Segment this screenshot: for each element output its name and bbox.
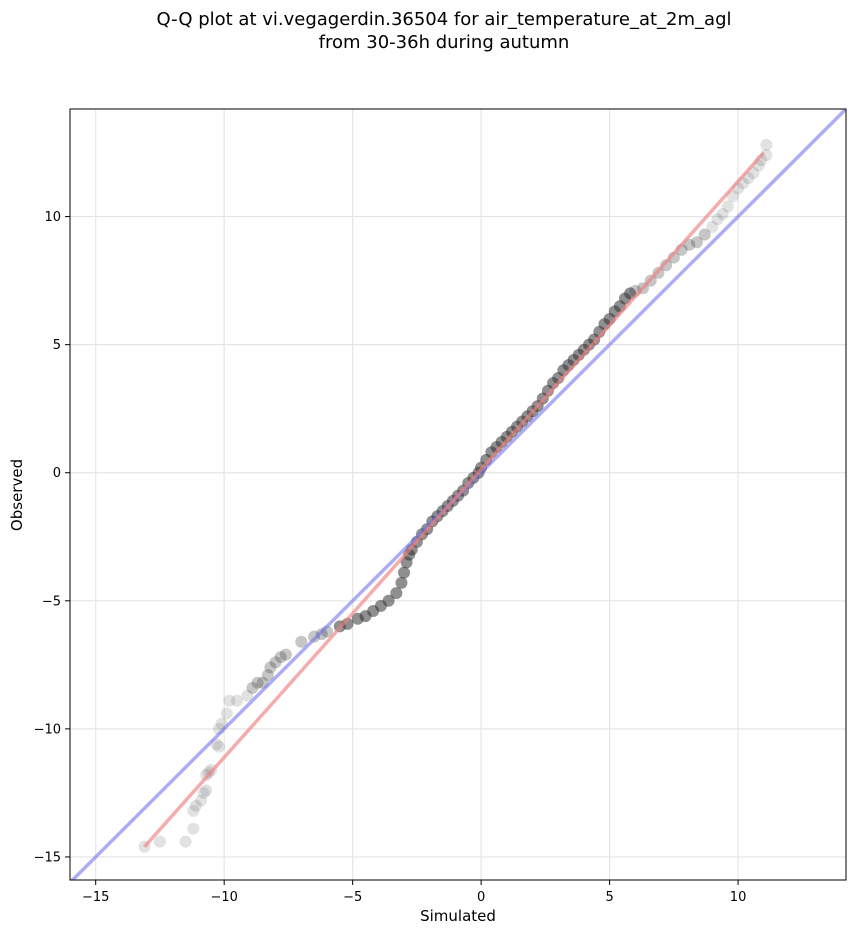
data-point bbox=[197, 786, 210, 799]
x-axis-label: Simulated bbox=[420, 907, 496, 925]
chart-title: Q-Q plot at vi.vegagerdin.36504 for air_… bbox=[157, 9, 732, 53]
data-point bbox=[660, 259, 673, 272]
chart-title-line-1: Q-Q plot at vi.vegagerdin.36504 for air_… bbox=[157, 9, 732, 30]
data-point bbox=[274, 651, 287, 664]
x-tick-label: −15 bbox=[82, 890, 109, 905]
x-tick-label: −5 bbox=[343, 890, 362, 905]
data-point bbox=[241, 689, 254, 702]
data-point bbox=[295, 635, 308, 648]
data-point bbox=[390, 587, 403, 600]
y-tick-label: 10 bbox=[44, 210, 61, 225]
data-point bbox=[398, 566, 411, 579]
y-tick-label: −5 bbox=[42, 594, 61, 609]
plot-frame bbox=[69, 108, 847, 881]
data-point bbox=[690, 236, 703, 249]
data-point bbox=[721, 200, 734, 213]
data-point bbox=[261, 669, 274, 682]
data-point bbox=[698, 228, 711, 241]
data-point bbox=[179, 835, 192, 848]
y-tick-label: −10 bbox=[34, 722, 61, 737]
data-point bbox=[246, 681, 259, 694]
data-point bbox=[189, 799, 202, 812]
y-axis-ticks: −15 −10 −5 0 5 10 bbox=[34, 210, 70, 865]
data-point bbox=[308, 630, 321, 643]
y-tick-label: 0 bbox=[53, 466, 61, 481]
data-point bbox=[187, 804, 200, 817]
data-point bbox=[315, 628, 328, 641]
y-axis-label: Observed bbox=[8, 459, 26, 531]
chart-title-line-2: from 30-36h during autumn bbox=[319, 32, 570, 53]
data-point bbox=[382, 594, 395, 607]
data-point bbox=[711, 213, 724, 226]
x-axis-ticks: −15 −10 −5 0 5 10 bbox=[82, 880, 746, 905]
y-tick-label: 5 bbox=[53, 338, 61, 353]
y-tick-label: −15 bbox=[34, 850, 61, 865]
grid-lines bbox=[70, 109, 846, 880]
data-point bbox=[760, 138, 773, 151]
fit-line bbox=[143, 151, 766, 848]
data-point bbox=[279, 648, 292, 661]
x-tick-label: −10 bbox=[210, 890, 237, 905]
data-point bbox=[231, 694, 244, 707]
data-point bbox=[269, 656, 282, 669]
data-point bbox=[223, 694, 236, 707]
data-point bbox=[187, 822, 200, 835]
data-point bbox=[760, 149, 773, 162]
data-point bbox=[706, 220, 719, 233]
data-point bbox=[251, 676, 264, 689]
data-point bbox=[395, 576, 408, 589]
x-tick-label: 5 bbox=[605, 890, 613, 905]
data-point bbox=[220, 707, 233, 720]
data-point bbox=[716, 208, 729, 221]
data-point bbox=[213, 740, 226, 753]
x-tick-label: 0 bbox=[477, 890, 485, 905]
data-point bbox=[195, 794, 208, 807]
data-point bbox=[153, 835, 166, 848]
data-point bbox=[264, 661, 277, 674]
x-tick-label: 10 bbox=[730, 890, 747, 905]
data-point bbox=[200, 784, 213, 797]
